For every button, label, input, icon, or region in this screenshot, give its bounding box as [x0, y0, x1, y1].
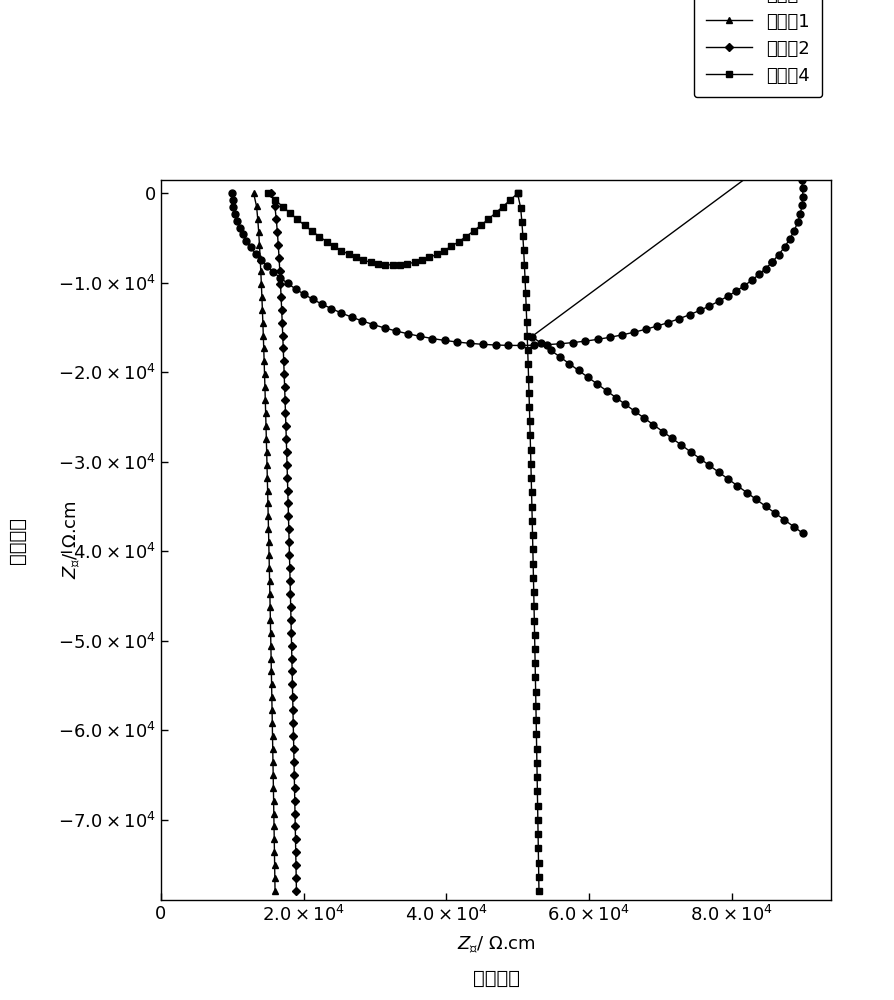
实施例1: [256, 265, 266, 277]
对比例1: [536, 337, 546, 349]
Line: 对比例1: 对比例1: [229, 143, 806, 537]
实施例1: [268, 808, 279, 820]
实施例2: [291, 872, 301, 884]
对比例1: [797, 527, 808, 539]
实施例2: [266, 187, 277, 199]
Line: 实施例1: 实施例1: [250, 190, 279, 895]
Legend: 对比例1, 实施例1, 实施例2, 实施例4: 对比例1, 实施例1, 实施例2, 实施例4: [694, 0, 822, 97]
实施例1: [258, 355, 269, 367]
对比例1: [783, 140, 794, 152]
Text: 虚部阻抗: 虚部阻抗: [8, 516, 28, 564]
实施例4: [533, 814, 544, 826]
Text: $Z_{虚}$/ Ω.cm: $Z_{虚}$/ Ω.cm: [61, 501, 82, 579]
实施例1: [249, 187, 259, 199]
实施例4: [476, 219, 486, 231]
Text: $Z_{实}$/ Ω.cm: $Z_{实}$/ Ω.cm: [457, 935, 536, 955]
实施例1: [269, 872, 280, 884]
实施例1: [270, 885, 281, 897]
Line: 实施例4: 实施例4: [265, 190, 543, 895]
实施例2: [278, 355, 289, 367]
Text: 实部阻抗: 实部阻抗: [473, 968, 519, 988]
实施例4: [263, 187, 274, 199]
实施例4: [366, 256, 376, 268]
对比例1: [545, 344, 556, 356]
对比例1: [227, 187, 238, 199]
Line: 实施例2: 实施例2: [269, 191, 299, 894]
实施例2: [277, 317, 288, 329]
实施例1: [261, 446, 272, 458]
实施例4: [446, 240, 457, 252]
实施例2: [274, 265, 285, 277]
对比例1: [227, 194, 238, 206]
实施例2: [291, 885, 302, 897]
对比例1: [283, 277, 293, 289]
实施例2: [290, 808, 300, 820]
对比例1: [640, 323, 651, 335]
实施例1: [257, 317, 268, 329]
实施例4: [520, 287, 531, 299]
实施例2: [282, 446, 292, 458]
对比例1: [789, 521, 799, 533]
实施例4: [534, 885, 544, 897]
实施例4: [453, 236, 464, 248]
